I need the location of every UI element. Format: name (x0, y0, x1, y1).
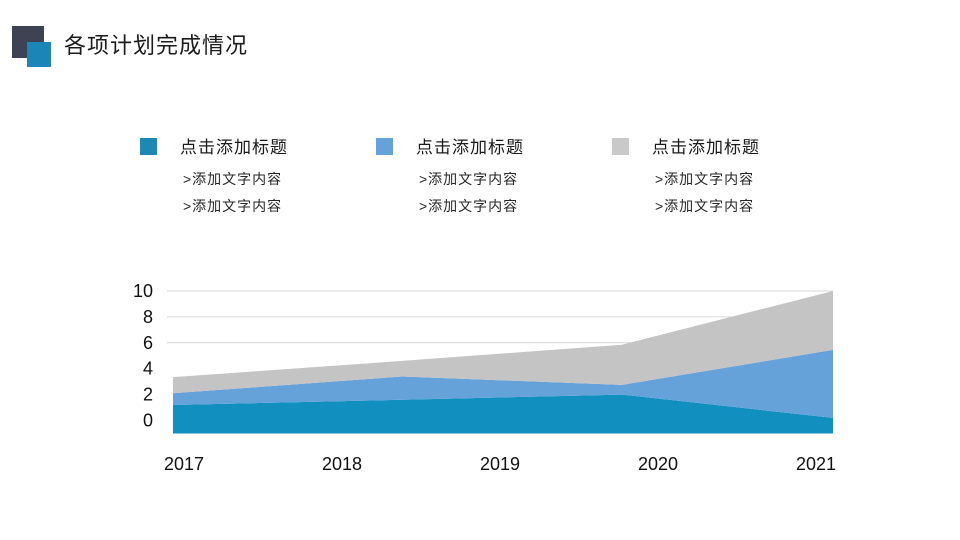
placeholder-title-1[interactable]: 点击添加标题 (180, 137, 288, 157)
placeholder-title-2[interactable]: 点击添加标题 (416, 137, 524, 157)
y-axis-label: 8 (143, 307, 153, 327)
placeholder-text-2b[interactable]: >添加文字内容 (419, 198, 519, 214)
x-axis-label: 2019 (480, 454, 520, 474)
y-axis-label: 6 (143, 333, 153, 353)
y-axis-label: 4 (143, 359, 153, 379)
x-axis-label: 2021 (796, 454, 836, 474)
area-series-3-gray (173, 291, 833, 394)
placeholder-text-1a[interactable]: >添加文字内容 (183, 171, 283, 187)
placeholder-text-1b[interactable]: >添加文字内容 (183, 198, 283, 214)
legend-swatch-light-blue (376, 137, 393, 155)
placeholder-block-1: 点击添加标题 >添加文字内容 >添加文字内容 (140, 132, 372, 213)
placeholder-text-3a[interactable]: >添加文字内容 (655, 171, 755, 187)
y-axis-label: 2 (143, 385, 153, 405)
placeholder-head-3: 点击添加标题 (612, 132, 844, 158)
slide-title: 各项计划完成情况 (64, 33, 249, 58)
legend-swatch-dark-blue (140, 137, 157, 155)
placeholder-text-3b[interactable]: >添加文字内容 (655, 198, 755, 214)
area-series-1-dark-blue (173, 394, 833, 434)
x-axis-label: 2020 (638, 454, 678, 474)
y-axis-label: 10 (133, 281, 153, 301)
legend-swatch-gray (612, 137, 629, 155)
y-axis-label: 0 (143, 411, 153, 431)
title-accent-blue-square (27, 42, 51, 67)
placeholder-block-2: 点击添加标题 >添加文字内容 >添加文字内容 (376, 132, 608, 213)
x-axis-label: 2017 (164, 454, 204, 474)
x-axis-label: 2018 (322, 454, 362, 474)
placeholder-title-3[interactable]: 点击添加标题 (652, 137, 760, 157)
placeholder-head-2: 点击添加标题 (376, 132, 608, 158)
placeholder-block-3: 点击添加标题 >添加文字内容 >添加文字内容 (612, 132, 844, 213)
area-series-2-light-blue (173, 349, 833, 418)
placeholder-text-2a[interactable]: >添加文字内容 (419, 171, 519, 187)
placeholder-head-1: 点击添加标题 (140, 132, 372, 158)
